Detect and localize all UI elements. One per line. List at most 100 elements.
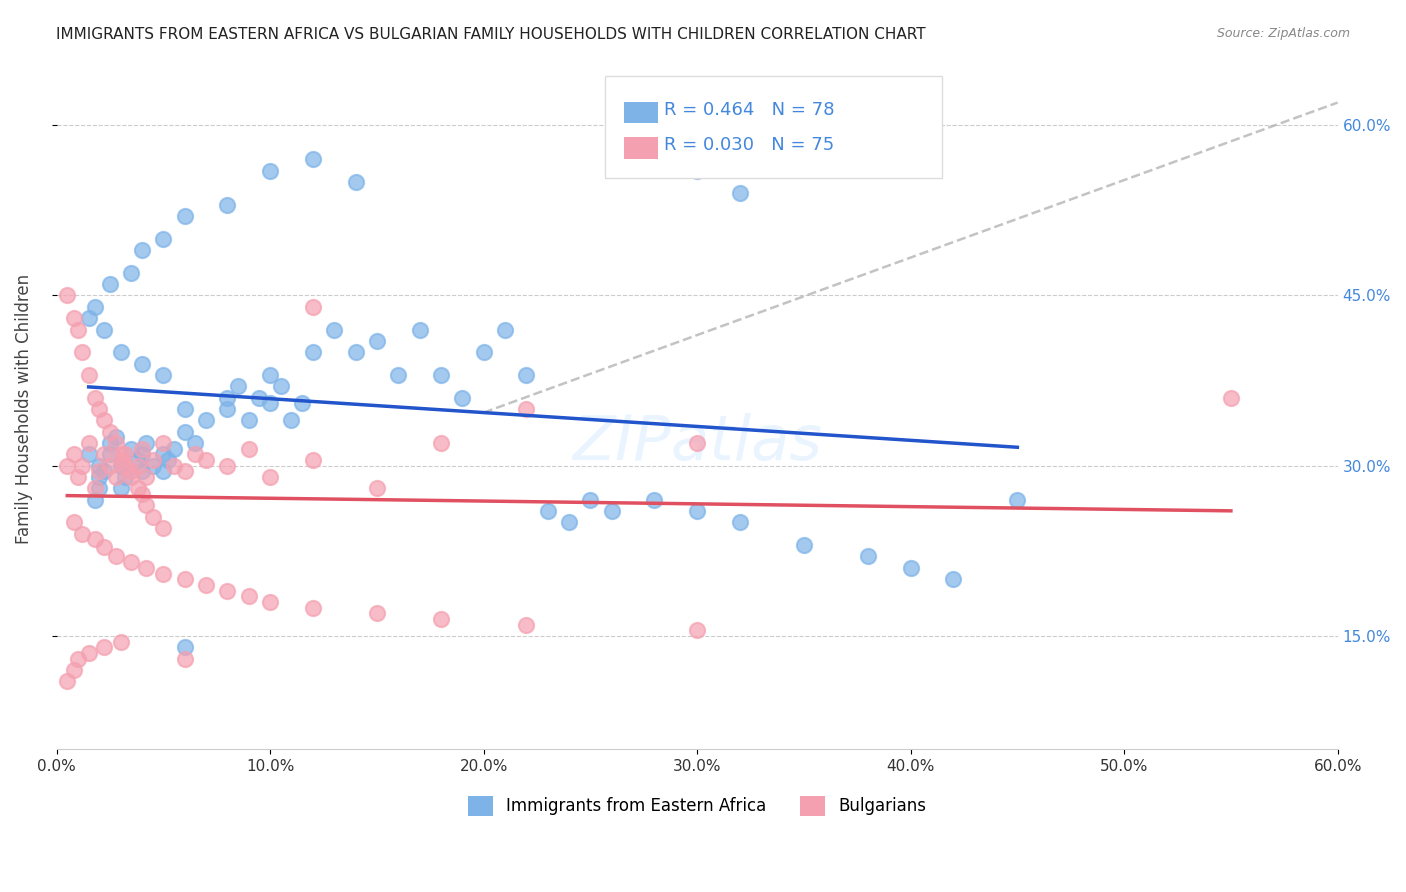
Point — [366, 606, 388, 620]
Point — [120, 464, 142, 478]
Point — [110, 345, 132, 359]
Point — [89, 470, 111, 484]
Point — [793, 538, 815, 552]
Point — [66, 651, 89, 665]
Point — [105, 430, 128, 444]
Point — [62, 311, 84, 326]
Point — [238, 413, 260, 427]
Point — [686, 504, 709, 518]
Point — [98, 458, 121, 473]
Point — [89, 401, 111, 416]
Point — [323, 322, 346, 336]
Point — [217, 197, 239, 211]
Point — [366, 334, 388, 348]
Point — [135, 499, 157, 513]
Point — [259, 595, 281, 609]
Point — [110, 482, 132, 496]
Point — [98, 447, 121, 461]
Point — [728, 516, 751, 530]
Point — [643, 492, 665, 507]
Point — [217, 458, 239, 473]
Point — [114, 458, 136, 473]
Point — [238, 442, 260, 456]
Text: R = 0.030   N = 75: R = 0.030 N = 75 — [664, 136, 834, 154]
Point — [249, 391, 271, 405]
Point — [127, 458, 149, 473]
Point — [408, 322, 430, 336]
Point — [173, 209, 195, 223]
Point — [135, 470, 157, 484]
Point — [77, 646, 100, 660]
Point — [579, 492, 602, 507]
Point — [270, 379, 292, 393]
Point — [184, 436, 207, 450]
Point — [942, 572, 965, 586]
Point — [686, 436, 709, 450]
Point — [89, 458, 111, 473]
Point — [173, 425, 195, 439]
Point — [152, 232, 174, 246]
Point — [430, 612, 453, 626]
Point — [110, 634, 132, 648]
Point — [70, 526, 93, 541]
Point — [173, 401, 195, 416]
Point — [66, 322, 89, 336]
Point — [686, 624, 709, 638]
Text: IMMIGRANTS FROM EASTERN AFRICA VS BULGARIAN FAMILY HOUSEHOLDS WITH CHILDREN CORR: IMMIGRANTS FROM EASTERN AFRICA VS BULGAR… — [56, 27, 927, 42]
Point — [451, 391, 474, 405]
Point — [142, 453, 165, 467]
Point — [173, 651, 195, 665]
Legend: Immigrants from Eastern Africa, Bulgarians: Immigrants from Eastern Africa, Bulgaria… — [461, 789, 934, 822]
Point — [344, 345, 367, 359]
Point — [173, 640, 195, 655]
Point — [900, 561, 922, 575]
Point — [163, 458, 186, 473]
Point — [70, 458, 93, 473]
Text: Source: ZipAtlas.com: Source: ZipAtlas.com — [1216, 27, 1350, 40]
Text: ZIPatlas: ZIPatlas — [572, 413, 823, 473]
Point — [110, 447, 132, 461]
Point — [105, 436, 128, 450]
Point — [301, 153, 323, 167]
Point — [56, 288, 79, 302]
Point — [77, 447, 100, 461]
Point — [89, 482, 111, 496]
Point — [156, 453, 179, 467]
Point — [127, 482, 149, 496]
Point — [152, 447, 174, 461]
Point — [238, 589, 260, 603]
Point — [558, 516, 581, 530]
Point — [142, 458, 165, 473]
Point — [1219, 391, 1241, 405]
Point — [494, 322, 516, 336]
Point — [291, 396, 314, 410]
Point — [105, 470, 128, 484]
Point — [301, 300, 323, 314]
Point — [98, 425, 121, 439]
Point — [1007, 492, 1029, 507]
Point — [127, 453, 149, 467]
Point — [163, 442, 186, 456]
Point — [93, 541, 115, 555]
Point — [686, 163, 709, 178]
Point — [105, 549, 128, 564]
Point — [131, 442, 153, 456]
Point — [301, 345, 323, 359]
Point — [120, 442, 142, 456]
Point — [84, 492, 107, 507]
Point — [66, 470, 89, 484]
Point — [301, 600, 323, 615]
Point — [131, 464, 153, 478]
Point — [152, 521, 174, 535]
Point — [114, 470, 136, 484]
Point — [184, 447, 207, 461]
Point — [93, 322, 115, 336]
Point — [62, 447, 84, 461]
Point — [110, 458, 132, 473]
Point — [131, 243, 153, 257]
Point — [643, 153, 665, 167]
Point — [77, 368, 100, 382]
Point — [98, 436, 121, 450]
Point — [135, 561, 157, 575]
Y-axis label: Family Households with Children: Family Households with Children — [15, 274, 32, 544]
